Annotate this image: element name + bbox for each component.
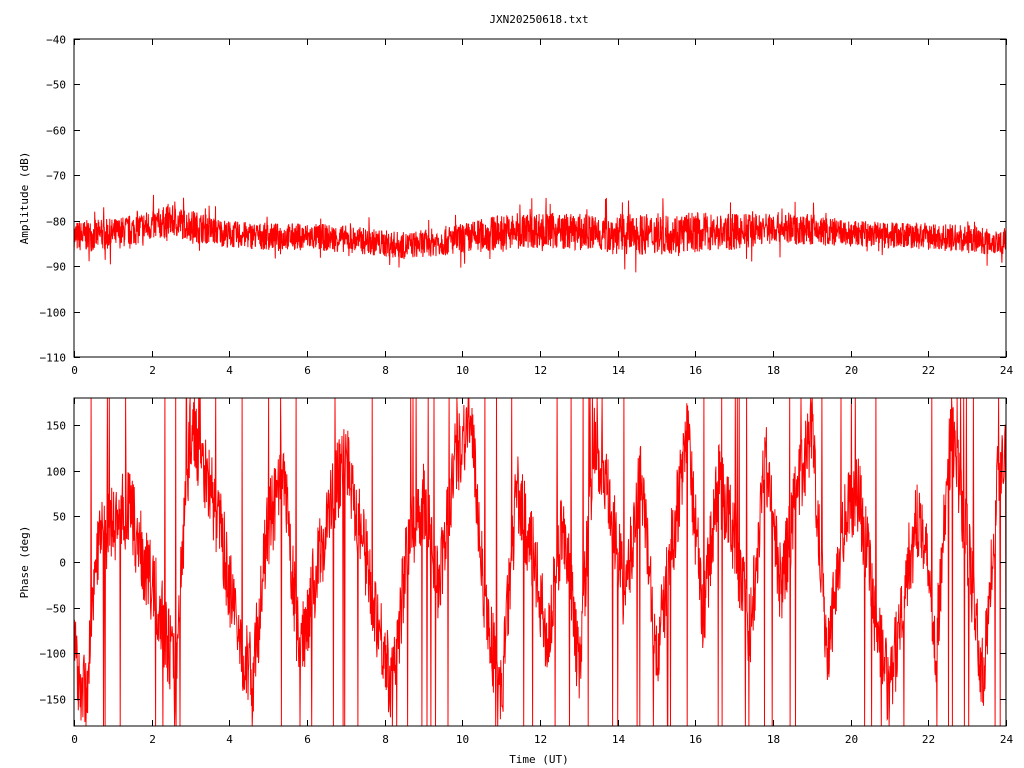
y-tick-label: 100 [46, 466, 66, 479]
x-tick-label: 14 [612, 364, 626, 377]
x-tick-label: 4 [226, 364, 233, 377]
x-tick-label: 6 [304, 364, 311, 377]
x-tick-label: 20 [845, 364, 858, 377]
y-tick-label: −80 [46, 216, 66, 229]
y-tick-label: 50 [53, 511, 66, 524]
amplitude-axes: 0 2 4 6 8 10 12 14 16 18 20 22 24−110−100−90−80−70−6… [40, 34, 1014, 378]
phase-ylabel: Phase (deg) [18, 526, 31, 599]
y-tick-label: 0 [59, 557, 66, 570]
x-tick-label: 10 [456, 733, 469, 746]
phase-panel: 0 2 4 6 8 10 12 14 16 18 20 22 24−150−100−5005010015… [18, 397, 1014, 766]
x-tick-label: 22 [922, 733, 935, 746]
chart-title: JXN20250618.txt [489, 13, 588, 26]
x-tick-label: 12 [534, 733, 547, 746]
y-tick-label: −70 [46, 170, 66, 183]
y-tick-label: 150 [46, 420, 66, 433]
x-tick-label: 14 [612, 733, 626, 746]
y-tick-label: −40 [46, 34, 66, 47]
x-tick-label: 16 [689, 364, 702, 377]
phase-line [74, 398, 1006, 726]
amplitude-line [74, 194, 1006, 273]
x-tick-label: 0 [71, 364, 78, 377]
x-tick-label: 18 [767, 364, 780, 377]
amplitude-trace [74, 194, 1006, 273]
x-tick-label: 12 [534, 364, 547, 377]
x-tick-label: 8 [382, 733, 389, 746]
y-tick-label: −150 [40, 694, 67, 707]
y-tick-label: −50 [46, 79, 66, 92]
y-tick-label: −60 [46, 125, 66, 138]
amplitude-panel: 0 2 4 6 8 10 12 14 16 18 20 22 24−110−100−90−80−70−6… [18, 34, 1013, 378]
x-tick-label: 0 [71, 733, 78, 746]
x-tick-label: 24 [1000, 364, 1014, 377]
x-tick-label: 18 [767, 733, 780, 746]
x-tick-label: 22 [922, 364, 935, 377]
y-tick-label: −100 [40, 307, 67, 320]
y-tick-label: −100 [40, 648, 67, 661]
x-tick-label: 2 [149, 733, 156, 746]
time-xlabel: Time (UT) [509, 753, 569, 766]
x-tick-label: 20 [845, 733, 858, 746]
x-tick-label: 16 [689, 733, 702, 746]
x-tick-label: 2 [149, 364, 156, 377]
amplitude-ylabel: Amplitude (dB) [18, 152, 31, 245]
x-tick-label: 24 [1000, 733, 1014, 746]
x-tick-label: 6 [304, 733, 311, 746]
y-tick-label: −50 [46, 603, 66, 616]
y-tick-label: −110 [40, 352, 67, 365]
plot-frame [73, 38, 1007, 358]
phase-axes: 0 2 4 6 8 10 12 14 16 18 20 22 24−150−100−5005010015… [40, 397, 1014, 746]
y-tick-label: −90 [46, 261, 66, 274]
x-tick-label: 4 [226, 733, 233, 746]
x-tick-label: 10 [456, 364, 469, 377]
phase-trace [74, 398, 1006, 726]
x-tick-label: 8 [382, 364, 389, 377]
